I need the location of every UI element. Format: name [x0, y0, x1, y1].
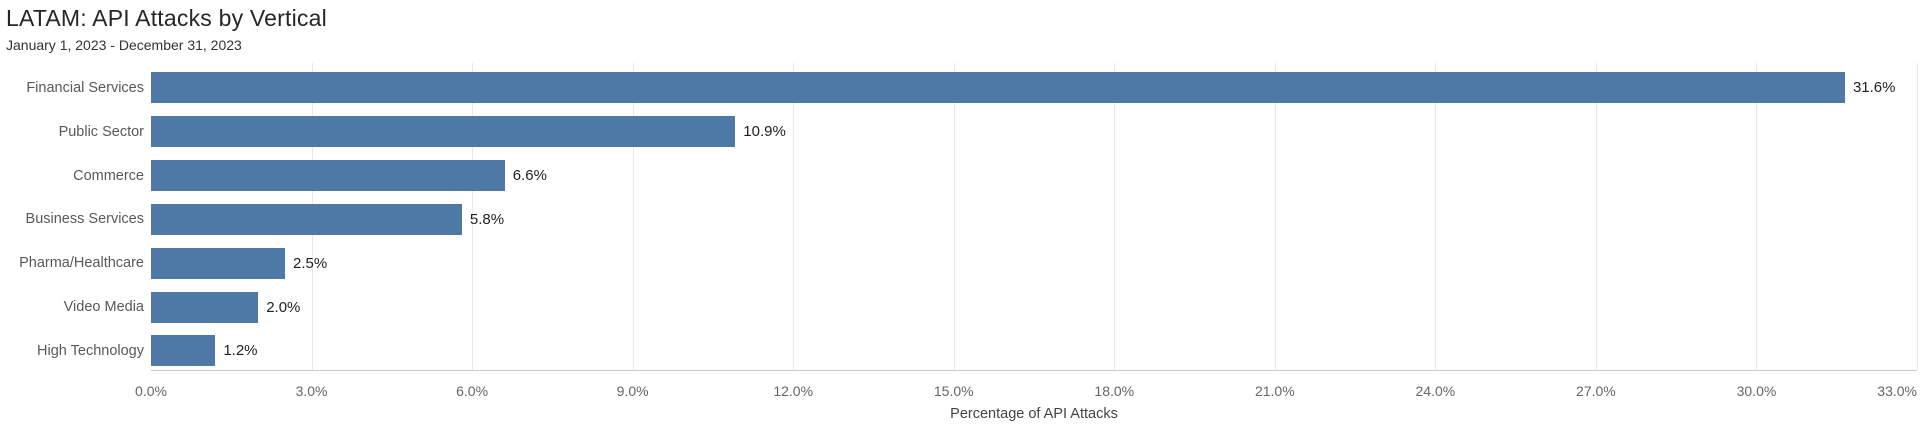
bar-pharma-healthcare — [151, 247, 285, 279]
gridline — [1756, 63, 1758, 370]
bar-track: 31.6% — [151, 72, 1920, 104]
gridline — [1917, 63, 1918, 370]
category-label: Financial Services — [26, 79, 144, 96]
x-tick-label: 33.0% — [1877, 383, 1917, 399]
bar-track: 1.2% — [151, 335, 1920, 367]
x-tick-label: 12.0% — [773, 383, 814, 399]
x-tick-label: 21.0% — [1254, 383, 1295, 399]
x-tick-label: 9.0% — [616, 383, 649, 399]
x-tick-label: 15.0% — [933, 383, 974, 399]
bar-public-sector — [151, 116, 736, 148]
category-label: Pharma/Healthcare — [19, 255, 144, 272]
gridline — [953, 63, 955, 370]
x-tick-label: 0.0% — [135, 383, 167, 399]
bar-row: Business Services 5.8% — [0, 197, 1920, 241]
x-axis-ticks: 0.0% 3.0% 6.0% 9.0% 12.0% 15.0% 18.0% 21.0% 24.0… — [135, 383, 1917, 401]
x-axis-title: Percentage of API Attacks — [950, 406, 1118, 422]
value-label: 10.9% — [743, 123, 786, 141]
gridline — [632, 63, 634, 370]
bar-rows: Financial Services 31.6% Public Sector 1… — [0, 66, 1920, 373]
bar-video-media — [151, 291, 259, 323]
bar-row: Public Sector 10.9% — [0, 110, 1920, 154]
chart-title: LATAM: API Attacks by Vertical — [6, 5, 327, 31]
bar-track: 5.8% — [151, 203, 1920, 235]
bar-row: High Technology 1.2% — [0, 329, 1920, 373]
value-label: 31.6% — [1852, 79, 1896, 97]
x-axis-line — [151, 370, 1917, 371]
category-label: Video Media — [63, 299, 144, 316]
bar-row: Pharma/Healthcare 2.5% — [0, 241, 1920, 285]
bar-track: 2.0% — [151, 291, 1920, 323]
bar-business-services — [151, 203, 462, 235]
chart-subtitle: January 1, 2023 - December 31, 2023 — [6, 37, 242, 53]
gridline — [793, 63, 795, 370]
value-label: 2.5% — [293, 254, 328, 272]
bar-track: 2.5% — [151, 247, 1920, 279]
bar-commerce — [151, 160, 505, 192]
value-label: 2.0% — [266, 298, 301, 316]
bar-track: 6.6% — [151, 160, 1920, 192]
x-tick-label: 27.0% — [1576, 383, 1616, 399]
bar-row: Video Media 2.0% — [0, 285, 1920, 329]
value-label: 6.6% — [512, 167, 547, 185]
bar-financial-services — [151, 72, 1845, 104]
x-tick-label: 30.0% — [1736, 383, 1777, 399]
gridline — [1114, 63, 1116, 370]
x-tick-label: 18.0% — [1094, 383, 1135, 399]
x-tick-label: 24.0% — [1415, 383, 1456, 399]
gridline — [472, 63, 474, 370]
gridline — [1435, 63, 1437, 370]
value-label: 5.8% — [469, 210, 505, 228]
gridline — [1274, 63, 1276, 370]
value-label: 1.2% — [223, 342, 258, 360]
x-tick-label: 6.0% — [456, 383, 489, 399]
bar-row: Commerce 6.6% — [0, 154, 1920, 198]
bar-track: 10.9% — [151, 116, 1920, 148]
x-tick-label: 3.0% — [295, 383, 328, 399]
category-label: Commerce — [73, 167, 144, 184]
gridline — [1595, 63, 1597, 370]
category-label: Business Services — [25, 211, 144, 228]
bar-high-technology — [151, 335, 216, 367]
category-label: High Technology — [37, 342, 144, 359]
bar-row: Financial Services 31.6% — [0, 66, 1920, 110]
category-label: Public Sector — [58, 123, 144, 140]
